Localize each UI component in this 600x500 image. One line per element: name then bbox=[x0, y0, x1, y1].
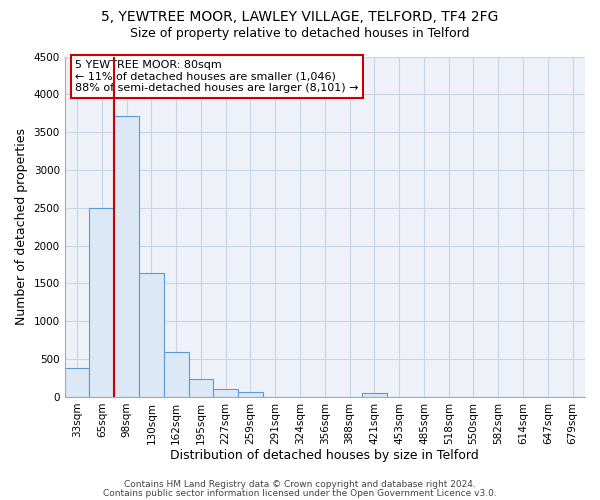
Bar bbox=[188, 379, 214, 397]
Text: Contains HM Land Registry data © Crown copyright and database right 2024.: Contains HM Land Registry data © Crown c… bbox=[124, 480, 476, 489]
Bar bbox=[164, 352, 188, 397]
Text: Contains public sector information licensed under the Open Government Licence v3: Contains public sector information licen… bbox=[103, 488, 497, 498]
X-axis label: Distribution of detached houses by size in Telford: Distribution of detached houses by size … bbox=[170, 450, 479, 462]
Bar bbox=[139, 273, 164, 397]
Bar bbox=[238, 392, 263, 397]
Bar bbox=[214, 390, 238, 397]
Text: 5 YEWTREE MOOR: 80sqm
← 11% of detached houses are smaller (1,046)
88% of semi-d: 5 YEWTREE MOOR: 80sqm ← 11% of detached … bbox=[75, 60, 359, 93]
Text: Size of property relative to detached houses in Telford: Size of property relative to detached ho… bbox=[130, 28, 470, 40]
Bar bbox=[89, 208, 114, 397]
Text: 5, YEWTREE MOOR, LAWLEY VILLAGE, TELFORD, TF4 2FG: 5, YEWTREE MOOR, LAWLEY VILLAGE, TELFORD… bbox=[101, 10, 499, 24]
Bar bbox=[362, 393, 387, 397]
Y-axis label: Number of detached properties: Number of detached properties bbox=[15, 128, 28, 325]
Bar bbox=[65, 368, 89, 397]
Bar bbox=[114, 116, 139, 397]
